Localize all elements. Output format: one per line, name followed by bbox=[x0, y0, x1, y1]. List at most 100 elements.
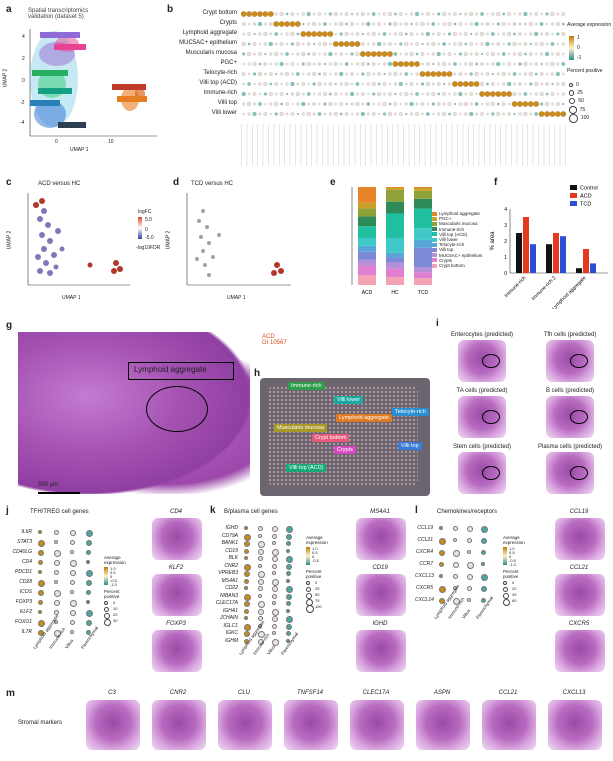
b-dot bbox=[381, 51, 388, 57]
b-dot bbox=[339, 102, 344, 106]
b-dot bbox=[556, 32, 560, 36]
b-dot bbox=[300, 31, 307, 37]
b-dot bbox=[301, 82, 306, 86]
b-dot bbox=[322, 41, 328, 47]
b-dot bbox=[376, 51, 383, 57]
b-dot bbox=[513, 62, 516, 66]
b-dot bbox=[311, 31, 318, 37]
b-dot bbox=[296, 52, 300, 56]
b-dot bbox=[355, 12, 360, 16]
e-bar-segment bbox=[386, 262, 404, 269]
b-dot bbox=[496, 111, 501, 117]
k-dot bbox=[286, 608, 290, 613]
b-dot bbox=[550, 42, 555, 46]
b-row-label: PGC+ bbox=[220, 60, 237, 66]
k-expr-bar bbox=[306, 547, 310, 565]
j-map-title: CD4 bbox=[169, 509, 182, 515]
b-dot bbox=[350, 32, 354, 36]
b-dot bbox=[339, 21, 344, 27]
k-xcat: Villus bbox=[266, 644, 277, 656]
e-bar-segment bbox=[358, 226, 376, 238]
b-dot bbox=[453, 12, 457, 16]
b-dot bbox=[424, 71, 431, 77]
l-dot bbox=[439, 550, 445, 556]
b-dot bbox=[540, 82, 543, 86]
b-dot bbox=[345, 52, 348, 56]
e-bar-segment bbox=[386, 213, 404, 238]
b-dot bbox=[343, 41, 350, 47]
b-pct-label: 75 bbox=[579, 106, 586, 113]
j-dot bbox=[70, 630, 74, 634]
b-dot bbox=[312, 12, 316, 16]
b-dot bbox=[534, 72, 538, 76]
b-dot bbox=[420, 82, 425, 86]
k-dot bbox=[286, 623, 292, 630]
b-dot bbox=[540, 52, 544, 56]
b-dot bbox=[452, 31, 458, 37]
b-dot bbox=[426, 12, 430, 16]
d-title: TCD versus HC bbox=[191, 181, 234, 187]
b-dot bbox=[447, 82, 452, 86]
e-legend-swatch bbox=[432, 263, 437, 268]
l-dot bbox=[453, 538, 457, 542]
k-dot bbox=[258, 586, 263, 591]
b-row-label: Villi lower bbox=[211, 110, 237, 116]
b-dot bbox=[333, 61, 338, 67]
b-dot bbox=[518, 72, 522, 76]
b-dot bbox=[317, 12, 322, 16]
e-bar-segment bbox=[414, 208, 432, 229]
b-dot bbox=[491, 42, 495, 46]
j-dot bbox=[70, 530, 76, 536]
b-dot bbox=[345, 102, 348, 106]
b-dot bbox=[556, 82, 560, 86]
b-dot bbox=[489, 91, 496, 97]
b-dot bbox=[410, 92, 413, 96]
j-dot bbox=[86, 630, 91, 635]
b-dot bbox=[534, 22, 538, 26]
b-dot bbox=[442, 22, 446, 26]
e-xtick: TCD bbox=[418, 290, 429, 296]
k-expr-tick: 0 bbox=[312, 554, 315, 559]
c-tick: -5.0 bbox=[145, 235, 154, 241]
f-ytick: 3 bbox=[504, 223, 507, 229]
c-xlabel: UMAP 1 bbox=[62, 295, 81, 301]
b-dot bbox=[307, 102, 311, 106]
k-gene-label: IGHM bbox=[224, 637, 238, 644]
b-dot bbox=[437, 22, 440, 26]
l-dot bbox=[467, 586, 472, 591]
b-dot bbox=[258, 62, 262, 66]
b-dot bbox=[534, 62, 539, 66]
f-bar bbox=[553, 233, 559, 273]
l-dot bbox=[453, 598, 460, 605]
j-dot bbox=[38, 560, 43, 565]
b-dot bbox=[253, 32, 256, 36]
f-legend-label: ACD bbox=[580, 194, 592, 200]
b-dot bbox=[318, 52, 321, 56]
b-pct-title: Percent positive bbox=[567, 68, 603, 74]
b-dot bbox=[290, 62, 295, 66]
j-dot bbox=[54, 630, 61, 637]
b-dot bbox=[426, 112, 430, 116]
b-dot bbox=[502, 42, 505, 46]
b-dot bbox=[508, 102, 511, 106]
k-pct-circle bbox=[306, 605, 314, 613]
e-legend-item: Immune-rich bbox=[432, 227, 482, 232]
b-dot bbox=[524, 52, 527, 56]
f-ytick: 2 bbox=[504, 239, 507, 245]
b-dot bbox=[485, 72, 490, 76]
panel-j: j TFH/TREG cell genes IL6R STAT3 CD40LG CD4… bbox=[0, 505, 210, 677]
b-dot bbox=[507, 22, 511, 26]
k-gene-label: VPREB3 bbox=[218, 570, 238, 576]
e-bar-segment bbox=[358, 245, 376, 252]
b-dot bbox=[252, 72, 257, 76]
i-map-ellipse bbox=[482, 466, 500, 480]
j-dot bbox=[54, 540, 58, 544]
b-dot bbox=[280, 72, 284, 76]
b-dot bbox=[479, 81, 485, 87]
b-dot bbox=[377, 82, 381, 86]
k-dot bbox=[286, 631, 291, 636]
b-dot bbox=[279, 92, 284, 96]
k-dot bbox=[258, 533, 262, 538]
l-dot bbox=[467, 562, 474, 569]
umap-d bbox=[186, 193, 291, 286]
